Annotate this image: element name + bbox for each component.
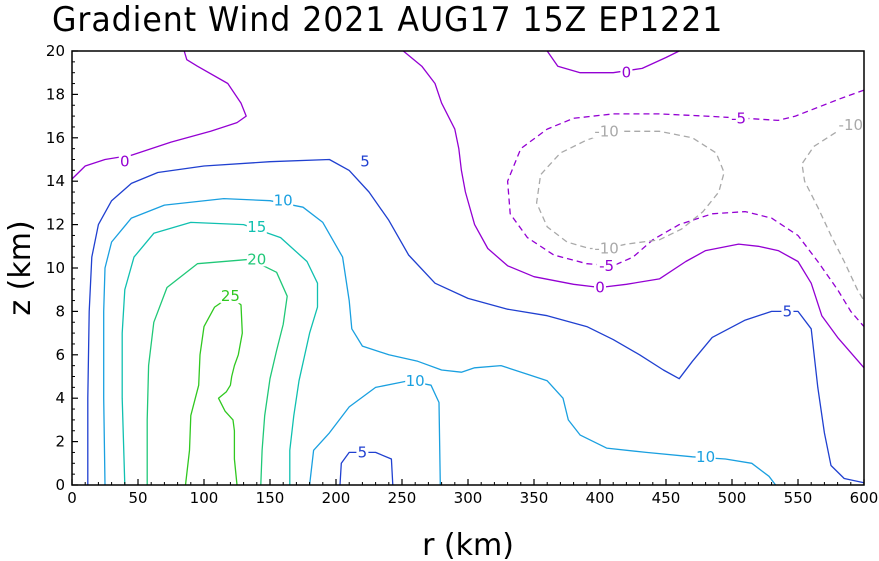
y-axis-ticks: 0 2 4 6 8 10 12 14 16 18 20 — [46, 42, 78, 494]
contour-label-bg — [359, 153, 372, 169]
contour-label: 10 — [696, 448, 715, 466]
contour-label: -10 — [839, 116, 864, 134]
x-tick-label: 250 — [388, 489, 417, 507]
contour-label-bg — [246, 251, 267, 267]
contour-label-bg — [356, 444, 369, 460]
contour-label: 15 — [247, 218, 266, 236]
x-tick-label: 550 — [784, 489, 813, 507]
x-axis-ticks: 0 50 100 150 200 250 300 350 400 450 500 550 600 — [67, 479, 878, 507]
contour-label-bg — [118, 153, 131, 169]
y-tick-label: 14 — [46, 172, 65, 190]
y-axis-label: z (km) — [3, 220, 38, 315]
x-tick-label: 0 — [67, 489, 77, 507]
y-tick-label: 4 — [55, 389, 65, 407]
contour-label: -10 — [594, 239, 619, 257]
contour-line-5 — [87, 158, 865, 485]
contour-label-bg — [405, 372, 426, 388]
x-axis-label: r (km) — [422, 528, 514, 561]
contour-label-bg — [594, 279, 606, 295]
x-tick-label: 450 — [652, 489, 681, 507]
y-tick-label: 12 — [46, 216, 65, 234]
contour-label-bg — [592, 240, 621, 256]
contour-label-bg — [246, 218, 267, 234]
contour-label: 0 — [622, 64, 632, 82]
contour-line-20 — [146, 258, 288, 486]
contour-label-bg — [728, 110, 749, 126]
chart-title: Gradient Wind 2021 AUG17 15Z EP1221 — [52, 0, 724, 40]
contour-line-0 — [71, 50, 247, 180]
x-tick-label: 200 — [322, 489, 351, 507]
contour-line-15 — [121, 221, 319, 486]
contour-label: 0 — [595, 279, 605, 297]
contour-label: 20 — [247, 250, 266, 268]
contour-lines — [71, 50, 865, 486]
contour-line-10 — [103, 197, 777, 486]
x-tick-label: 50 — [128, 489, 147, 507]
contour-label: 5 — [360, 153, 370, 171]
y-tick-label: 18 — [46, 85, 65, 103]
contour-label: 25 — [221, 287, 240, 305]
contour-label-bg — [695, 448, 716, 464]
y-tick-label: 8 — [55, 302, 65, 320]
y-tick-label: 6 — [55, 346, 65, 364]
contour-label: -10 — [594, 122, 619, 140]
contour-label: 10 — [274, 192, 293, 210]
y-tick-label: 2 — [55, 433, 65, 451]
contour-label: -5 — [599, 257, 614, 275]
y-tick-label: 20 — [46, 42, 65, 60]
contour-label-bg — [781, 303, 794, 319]
contour-label-bg — [220, 288, 241, 304]
x-tick-label: 100 — [190, 489, 219, 507]
contour-label-bg — [273, 192, 294, 208]
x-tick-label: 350 — [520, 489, 549, 507]
contour-label: 5 — [783, 302, 793, 320]
x-tick-label: 300 — [454, 489, 483, 507]
contour-label: 10 — [406, 372, 425, 390]
x-tick-label: 400 — [586, 489, 615, 507]
x-tick-label: 150 — [256, 489, 285, 507]
contour-label: 0 — [120, 153, 130, 171]
contour-line-10 — [308, 380, 441, 486]
contour-line-neg5 — [506, 89, 865, 328]
contour-line-neg10 — [535, 130, 725, 250]
contour-line-0 — [402, 50, 865, 369]
contour-label-bg — [620, 64, 633, 80]
contour-label-bg — [592, 123, 621, 139]
contour-label: 5 — [358, 443, 368, 461]
y-tick-label: 0 — [55, 476, 65, 494]
contour-line-neg10 — [801, 124, 865, 301]
contour-line-25 — [184, 295, 243, 486]
x-tick-label: 600 — [850, 489, 879, 507]
y-tick-label: 10 — [46, 259, 65, 277]
x-tick-label: 500 — [718, 489, 747, 507]
contour-label: -5 — [731, 109, 746, 127]
contour-label-bg — [596, 257, 617, 273]
contour-label-bg — [836, 116, 865, 132]
y-tick-label: 16 — [46, 129, 65, 147]
contour-line-0 — [546, 50, 680, 74]
